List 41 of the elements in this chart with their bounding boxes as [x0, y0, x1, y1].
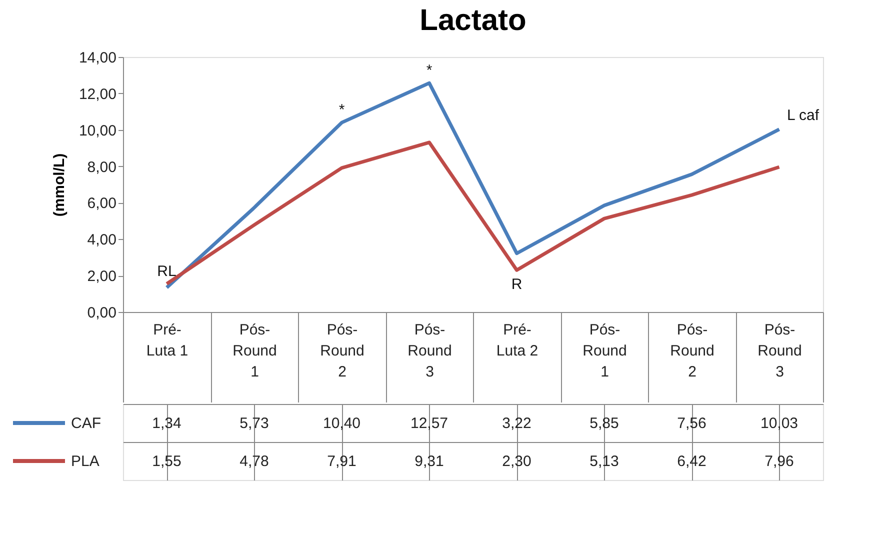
- text: 10,40: [322, 415, 361, 432]
- y-tick-label: 12,00: [78, 86, 116, 103]
- x-tick-label: Pós-Round 1: [582, 322, 627, 380]
- annotation: *: [338, 102, 345, 119]
- text: 4,78: [240, 453, 269, 470]
- text: 1,55: [152, 453, 182, 470]
- text: 5,13: [590, 453, 619, 470]
- text: 5,73: [240, 415, 269, 432]
- annotation: RL: [157, 262, 176, 280]
- annotation: *: [426, 62, 432, 80]
- x-tick-label: Pré-Luta 1: [146, 322, 188, 360]
- text: 12,57: [410, 415, 448, 432]
- annotation: R: [511, 276, 522, 294]
- chart-title: Lactato: [420, 4, 526, 37]
- text: 7,91: [327, 453, 356, 470]
- annotation: L caf: [787, 107, 820, 124]
- y-axis-title: (mmol/L): [50, 153, 68, 217]
- legend-label: PLA: [71, 453, 100, 470]
- text: 7,96: [764, 453, 794, 470]
- text: 9,31: [414, 453, 444, 470]
- x-tick-label: Pós-Round 1: [232, 322, 277, 380]
- x-tick-label: Pós-Round 3: [758, 322, 802, 380]
- x-tick-label: Pós-Round 3: [408, 322, 452, 380]
- text: 2,30: [502, 453, 532, 470]
- y-tick-label: 2,00: [87, 268, 116, 286]
- text: 1,34: [152, 415, 182, 432]
- legend-label: CAF: [71, 415, 101, 432]
- text: 7,56: [677, 415, 706, 432]
- x-tick-label: Pós-Round 2: [320, 322, 364, 380]
- text: 6,42: [677, 453, 706, 470]
- y-tick-label: 6,00: [87, 195, 116, 212]
- x-tick-label: Pré-Luta 2: [496, 322, 538, 360]
- y-tick-label: 0,00: [87, 304, 116, 322]
- x-tick-label: Pós-Round 2: [670, 322, 714, 380]
- text: 3,22: [502, 415, 532, 432]
- text: 5,85: [590, 415, 619, 432]
- y-tick-label: 4,00: [87, 232, 116, 249]
- y-tick-label: 10,00: [78, 122, 116, 140]
- text: 10,03: [760, 415, 798, 432]
- y-tick-label: 8,00: [87, 158, 116, 176]
- y-tick-label: 14,00: [78, 50, 116, 66]
